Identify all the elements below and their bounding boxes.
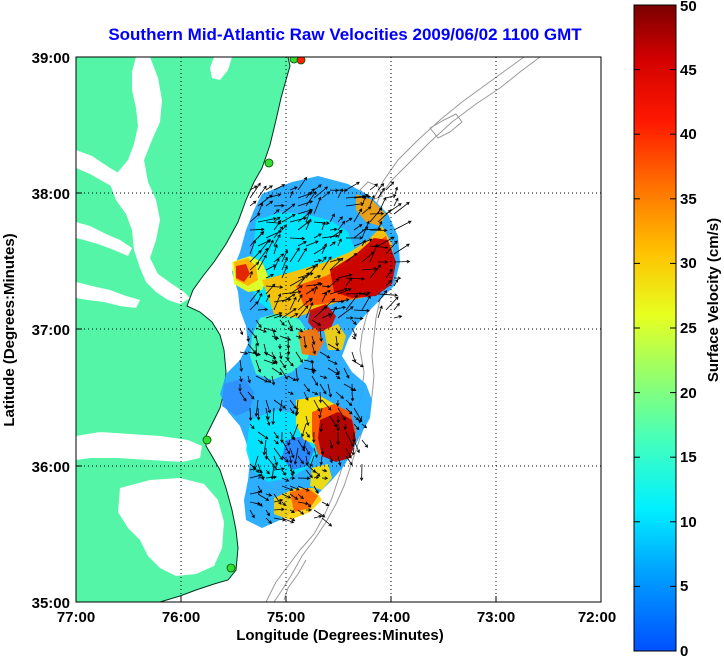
colorbar-tick-label: 20 bbox=[680, 385, 697, 402]
colorbar-tick-label: 25 bbox=[680, 320, 697, 337]
x-tick-label: 73:00 bbox=[477, 609, 515, 626]
colorbar-tick-labels: 0 5 10 15 20 25 30 35 40 45 50 bbox=[680, 0, 697, 659]
colorbar: 0 5 10 15 20 25 30 35 40 45 50 Surface V… bbox=[633, 0, 722, 659]
bay-tributary-potomac bbox=[76, 150, 130, 190]
y-tick-label: 36:00 bbox=[32, 459, 70, 476]
delaware-bay bbox=[210, 57, 232, 80]
radar-stations bbox=[202, 57, 306, 573]
x-tick-labels: 77:00 76:00 75:00 74:00 73:00 72:00 bbox=[57, 609, 616, 626]
x-tick-label: 77:00 bbox=[57, 609, 95, 626]
colorbar-label: Surface Velocity (cm/s) bbox=[705, 218, 722, 382]
station-marker bbox=[264, 158, 274, 168]
velocity-vectors bbox=[238, 176, 412, 527]
colorbar-tick-label: 0 bbox=[680, 643, 688, 659]
x-tick-label: 75:00 bbox=[267, 609, 305, 626]
y-tick-labels: 39:00 38:00 37:00 36:00 35:00 bbox=[32, 50, 70, 612]
colorbar-tick-label: 50 bbox=[680, 0, 697, 15]
x-tick-label: 72:00 bbox=[578, 609, 616, 626]
colorbar-tick-label: 35 bbox=[680, 191, 697, 208]
bay-tributary-rappahannock bbox=[76, 222, 132, 256]
map-title: Southern Mid-Atlantic Raw Velocities 200… bbox=[108, 25, 582, 44]
colorbar-tick-label: 15 bbox=[680, 449, 697, 466]
colorbar-tick-label: 40 bbox=[680, 126, 697, 143]
x-axis-label: Longitude (Degrees:Minutes) bbox=[236, 627, 444, 644]
y-axis-label: Latitude (Degrees:Minutes) bbox=[1, 233, 18, 426]
tick-marks bbox=[75, 56, 602, 603]
colorbar-tick-label: 5 bbox=[680, 578, 688, 595]
bay-tributary-james bbox=[76, 282, 140, 308]
coastline bbox=[159, 57, 291, 602]
y-tick-label: 38:00 bbox=[32, 186, 70, 203]
colorbar-tick-label: 30 bbox=[680, 255, 697, 272]
colorbar-tick-label: 10 bbox=[680, 514, 697, 531]
pamlico-sound bbox=[118, 478, 224, 576]
y-tick-label: 35:00 bbox=[32, 595, 70, 612]
colorbar-gradient bbox=[633, 4, 677, 652]
station-marker bbox=[226, 563, 236, 573]
colorbar-tick-label: 45 bbox=[680, 62, 697, 79]
station-marker bbox=[296, 57, 306, 65]
grid-lines bbox=[76, 57, 601, 602]
x-tick-label: 76:00 bbox=[162, 609, 200, 626]
plot-area bbox=[76, 57, 601, 602]
y-tick-label: 39:00 bbox=[32, 50, 70, 67]
colorbar-tick-marks bbox=[634, 4, 676, 652]
albemarle-sound bbox=[76, 432, 202, 462]
station-marker bbox=[202, 435, 212, 445]
y-tick-label: 37:00 bbox=[32, 322, 70, 339]
x-tick-label: 74:00 bbox=[372, 609, 410, 626]
